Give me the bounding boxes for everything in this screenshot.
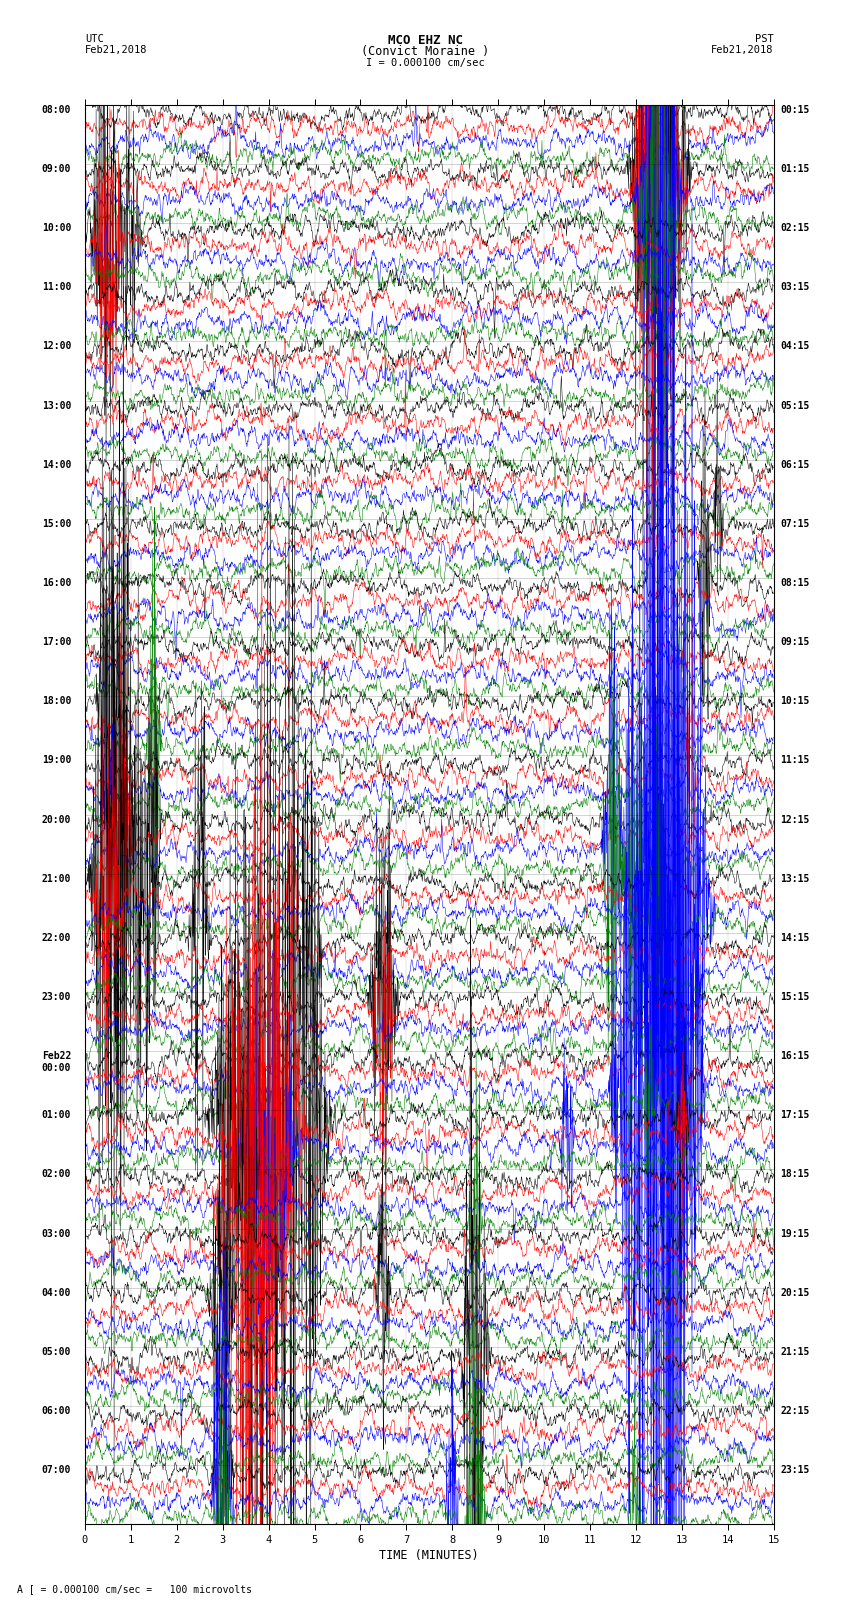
Text: 06:00: 06:00 <box>42 1407 71 1416</box>
Text: 15:00: 15:00 <box>42 519 71 529</box>
Text: 23:00: 23:00 <box>42 992 71 1002</box>
Text: 00:15: 00:15 <box>780 105 810 115</box>
Text: Feb21,2018: Feb21,2018 <box>711 45 774 55</box>
Text: 16:00: 16:00 <box>42 577 71 589</box>
X-axis label: TIME (MINUTES): TIME (MINUTES) <box>379 1548 479 1561</box>
Text: 13:15: 13:15 <box>780 874 810 884</box>
Text: 09:00: 09:00 <box>42 165 71 174</box>
Text: 10:15: 10:15 <box>780 697 810 706</box>
Text: 17:00: 17:00 <box>42 637 71 647</box>
Text: 21:00: 21:00 <box>42 874 71 884</box>
Text: 08:00: 08:00 <box>42 105 71 115</box>
Text: UTC: UTC <box>85 34 104 44</box>
Text: Feb21,2018: Feb21,2018 <box>85 45 148 55</box>
Text: 06:15: 06:15 <box>780 460 810 469</box>
Text: 21:15: 21:15 <box>780 1347 810 1357</box>
Text: MCO EHZ NC: MCO EHZ NC <box>388 34 462 47</box>
Text: 22:15: 22:15 <box>780 1407 810 1416</box>
Text: 04:00: 04:00 <box>42 1287 71 1298</box>
Text: 14:15: 14:15 <box>780 932 810 944</box>
Text: 20:15: 20:15 <box>780 1287 810 1298</box>
Text: A [ = 0.000100 cm/sec =   100 microvolts: A [ = 0.000100 cm/sec = 100 microvolts <box>17 1584 252 1594</box>
Text: 15:15: 15:15 <box>780 992 810 1002</box>
Text: PST: PST <box>755 34 774 44</box>
Text: 12:15: 12:15 <box>780 815 810 824</box>
Text: 02:15: 02:15 <box>780 223 810 234</box>
Text: 16:15: 16:15 <box>780 1052 810 1061</box>
Text: 11:15: 11:15 <box>780 755 810 766</box>
Text: 18:15: 18:15 <box>780 1169 810 1179</box>
Text: 07:00: 07:00 <box>42 1465 71 1476</box>
Text: 05:15: 05:15 <box>780 400 810 411</box>
Text: 01:15: 01:15 <box>780 165 810 174</box>
Text: 07:15: 07:15 <box>780 519 810 529</box>
Text: 01:00: 01:00 <box>42 1110 71 1121</box>
Text: (Convict Moraine ): (Convict Moraine ) <box>361 45 489 58</box>
Text: 08:15: 08:15 <box>780 577 810 589</box>
Text: 19:00: 19:00 <box>42 755 71 766</box>
Text: 09:15: 09:15 <box>780 637 810 647</box>
Text: 05:00: 05:00 <box>42 1347 71 1357</box>
Text: 19:15: 19:15 <box>780 1229 810 1239</box>
Text: Feb22
00:00: Feb22 00:00 <box>42 1052 71 1073</box>
Text: 14:00: 14:00 <box>42 460 71 469</box>
Text: 02:00: 02:00 <box>42 1169 71 1179</box>
Text: 03:15: 03:15 <box>780 282 810 292</box>
Text: 12:00: 12:00 <box>42 342 71 352</box>
Text: 11:00: 11:00 <box>42 282 71 292</box>
Text: 23:15: 23:15 <box>780 1465 810 1476</box>
Text: 04:15: 04:15 <box>780 342 810 352</box>
Text: 10:00: 10:00 <box>42 223 71 234</box>
Text: 18:00: 18:00 <box>42 697 71 706</box>
Text: 03:00: 03:00 <box>42 1229 71 1239</box>
Text: 17:15: 17:15 <box>780 1110 810 1121</box>
Text: 20:00: 20:00 <box>42 815 71 824</box>
Text: 13:00: 13:00 <box>42 400 71 411</box>
Text: I = 0.000100 cm/sec: I = 0.000100 cm/sec <box>366 58 484 68</box>
Text: 22:00: 22:00 <box>42 932 71 944</box>
